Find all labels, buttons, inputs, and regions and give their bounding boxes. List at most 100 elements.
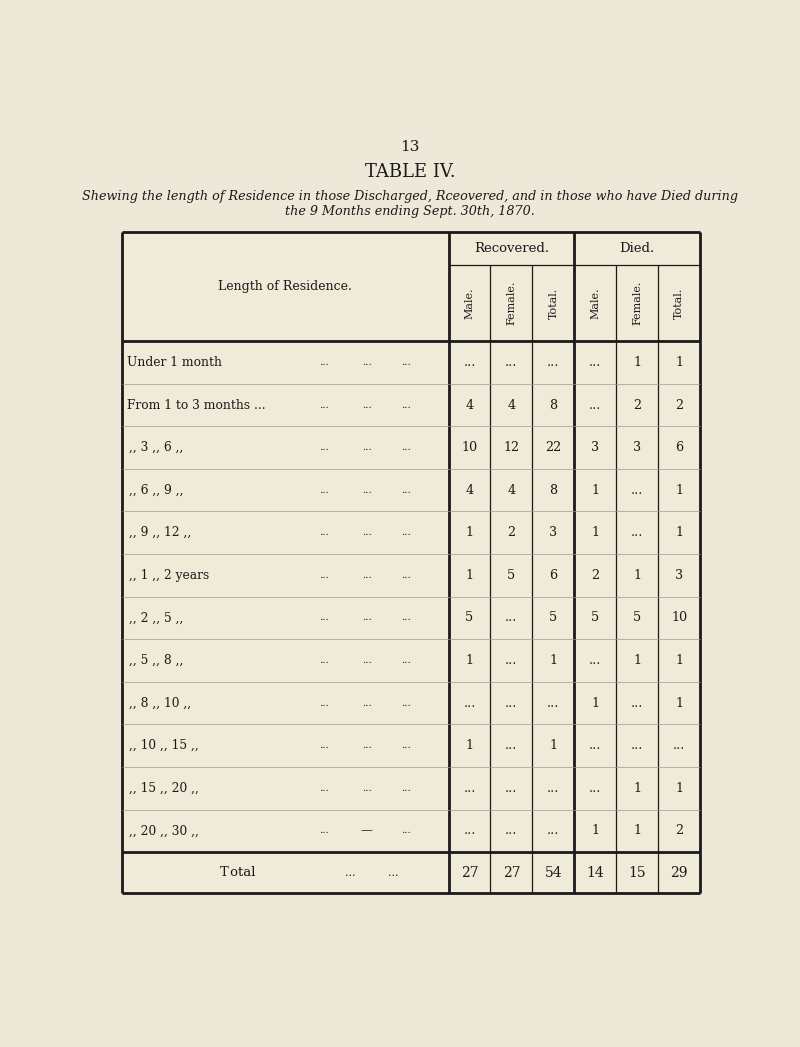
Text: ...: ... <box>401 698 411 708</box>
Text: Died.: Died. <box>620 242 655 255</box>
Text: 5: 5 <box>550 611 558 624</box>
Text: ...: ... <box>388 868 398 877</box>
Text: ...: ... <box>319 741 330 751</box>
Text: ,, 20 ,, 30 ,,: ,, 20 ,, 30 ,, <box>129 824 199 838</box>
Text: ...: ... <box>319 401 330 409</box>
Text: ...: ... <box>547 824 559 838</box>
Text: ...: ... <box>463 824 476 838</box>
Text: 1: 1 <box>466 654 474 667</box>
Text: ...: ... <box>319 698 330 708</box>
Bar <box>122 232 700 893</box>
Text: ...: ... <box>319 826 330 836</box>
Text: ...: ... <box>401 358 411 366</box>
Text: 29: 29 <box>670 866 688 879</box>
Text: 1: 1 <box>675 782 683 795</box>
Text: Total.: Total. <box>548 288 558 318</box>
Text: ,, 9 ,, 12 ,,: ,, 9 ,, 12 ,, <box>129 527 191 539</box>
Text: ...: ... <box>401 529 411 537</box>
Text: ...: ... <box>547 356 559 369</box>
Text: 2: 2 <box>633 399 642 411</box>
Text: 2: 2 <box>675 824 683 838</box>
Text: ...: ... <box>362 698 372 708</box>
Text: 1: 1 <box>591 484 599 496</box>
Text: Female.: Female. <box>506 281 517 326</box>
Text: ...: ... <box>362 784 372 793</box>
Text: ,, 6 ,, 9 ,,: ,, 6 ,, 9 ,, <box>129 484 184 496</box>
Text: ...: ... <box>463 696 476 710</box>
Text: ...: ... <box>362 741 372 751</box>
Text: 1: 1 <box>634 654 642 667</box>
Text: 1: 1 <box>675 356 683 369</box>
Text: 3: 3 <box>675 569 683 582</box>
Text: Total.: Total. <box>674 288 684 318</box>
Text: ...: ... <box>506 782 518 795</box>
Text: ...: ... <box>673 739 686 752</box>
Text: ...: ... <box>346 868 356 877</box>
Text: 27: 27 <box>502 866 520 879</box>
Text: ...: ... <box>319 443 330 452</box>
Text: 1: 1 <box>591 696 599 710</box>
Text: 1: 1 <box>634 569 642 582</box>
Text: ...: ... <box>319 571 330 580</box>
Text: ...: ... <box>547 696 559 710</box>
Text: 1: 1 <box>634 356 642 369</box>
Text: 1: 1 <box>675 696 683 710</box>
Text: ...: ... <box>362 443 372 452</box>
Text: ...: ... <box>319 784 330 793</box>
Text: ...: ... <box>589 654 602 667</box>
Text: Length of Residence.: Length of Residence. <box>218 281 352 293</box>
Text: ...: ... <box>401 401 411 409</box>
Text: 1: 1 <box>591 824 599 838</box>
Text: ,, 5 ,, 8 ,,: ,, 5 ,, 8 ,, <box>129 654 183 667</box>
Text: Male.: Male. <box>465 287 474 319</box>
Text: 5: 5 <box>591 611 599 624</box>
Text: 14: 14 <box>586 866 604 879</box>
Text: ...: ... <box>547 782 559 795</box>
Text: 3: 3 <box>591 441 599 454</box>
Text: 10: 10 <box>671 611 687 624</box>
Text: 1: 1 <box>550 654 558 667</box>
Text: 1: 1 <box>550 739 558 752</box>
Text: ...: ... <box>506 611 518 624</box>
Text: ...: ... <box>401 486 411 494</box>
Text: 4: 4 <box>466 399 474 411</box>
Text: From 1 to 3 months ...: From 1 to 3 months ... <box>126 399 266 411</box>
Text: ...: ... <box>319 656 330 665</box>
Text: ...: ... <box>463 782 476 795</box>
Text: 1: 1 <box>634 824 642 838</box>
Text: ,, 8 ,, 10 ,,: ,, 8 ,, 10 ,, <box>129 696 191 710</box>
Text: ,, 1 ,, 2 years: ,, 1 ,, 2 years <box>129 569 210 582</box>
Text: ...: ... <box>362 656 372 665</box>
Text: TABLE IV.: TABLE IV. <box>365 162 455 180</box>
Text: 1: 1 <box>466 569 474 582</box>
Text: 1: 1 <box>675 527 683 539</box>
Text: ,, 3 ,, 6 ,,: ,, 3 ,, 6 ,, <box>129 441 183 454</box>
Text: ...: ... <box>319 614 330 622</box>
Text: ...: ... <box>589 399 602 411</box>
Text: ...: ... <box>362 614 372 622</box>
Text: ...: ... <box>506 739 518 752</box>
Text: 5: 5 <box>507 569 515 582</box>
Text: 1: 1 <box>591 527 599 539</box>
Text: ...: ... <box>401 571 411 580</box>
Text: 6: 6 <box>550 569 558 582</box>
Text: 22: 22 <box>546 441 562 454</box>
Text: ...: ... <box>589 739 602 752</box>
Text: 2: 2 <box>591 569 599 582</box>
Text: 12: 12 <box>503 441 519 454</box>
Text: 4: 4 <box>507 484 515 496</box>
Text: 15: 15 <box>629 866 646 879</box>
Text: ...: ... <box>506 356 518 369</box>
Text: ...: ... <box>401 443 411 452</box>
Text: 6: 6 <box>675 441 683 454</box>
Text: Female.: Female. <box>632 281 642 326</box>
Text: 3: 3 <box>550 527 558 539</box>
Text: 5: 5 <box>466 611 474 624</box>
Text: the 9 Months ending Sept. 30th, 1870.: the 9 Months ending Sept. 30th, 1870. <box>285 205 535 219</box>
Text: ...: ... <box>401 826 411 836</box>
Text: 5: 5 <box>633 611 642 624</box>
Text: ...: ... <box>631 696 643 710</box>
Text: ...: ... <box>589 356 602 369</box>
Text: 13: 13 <box>400 140 420 154</box>
Text: ...: ... <box>362 486 372 494</box>
